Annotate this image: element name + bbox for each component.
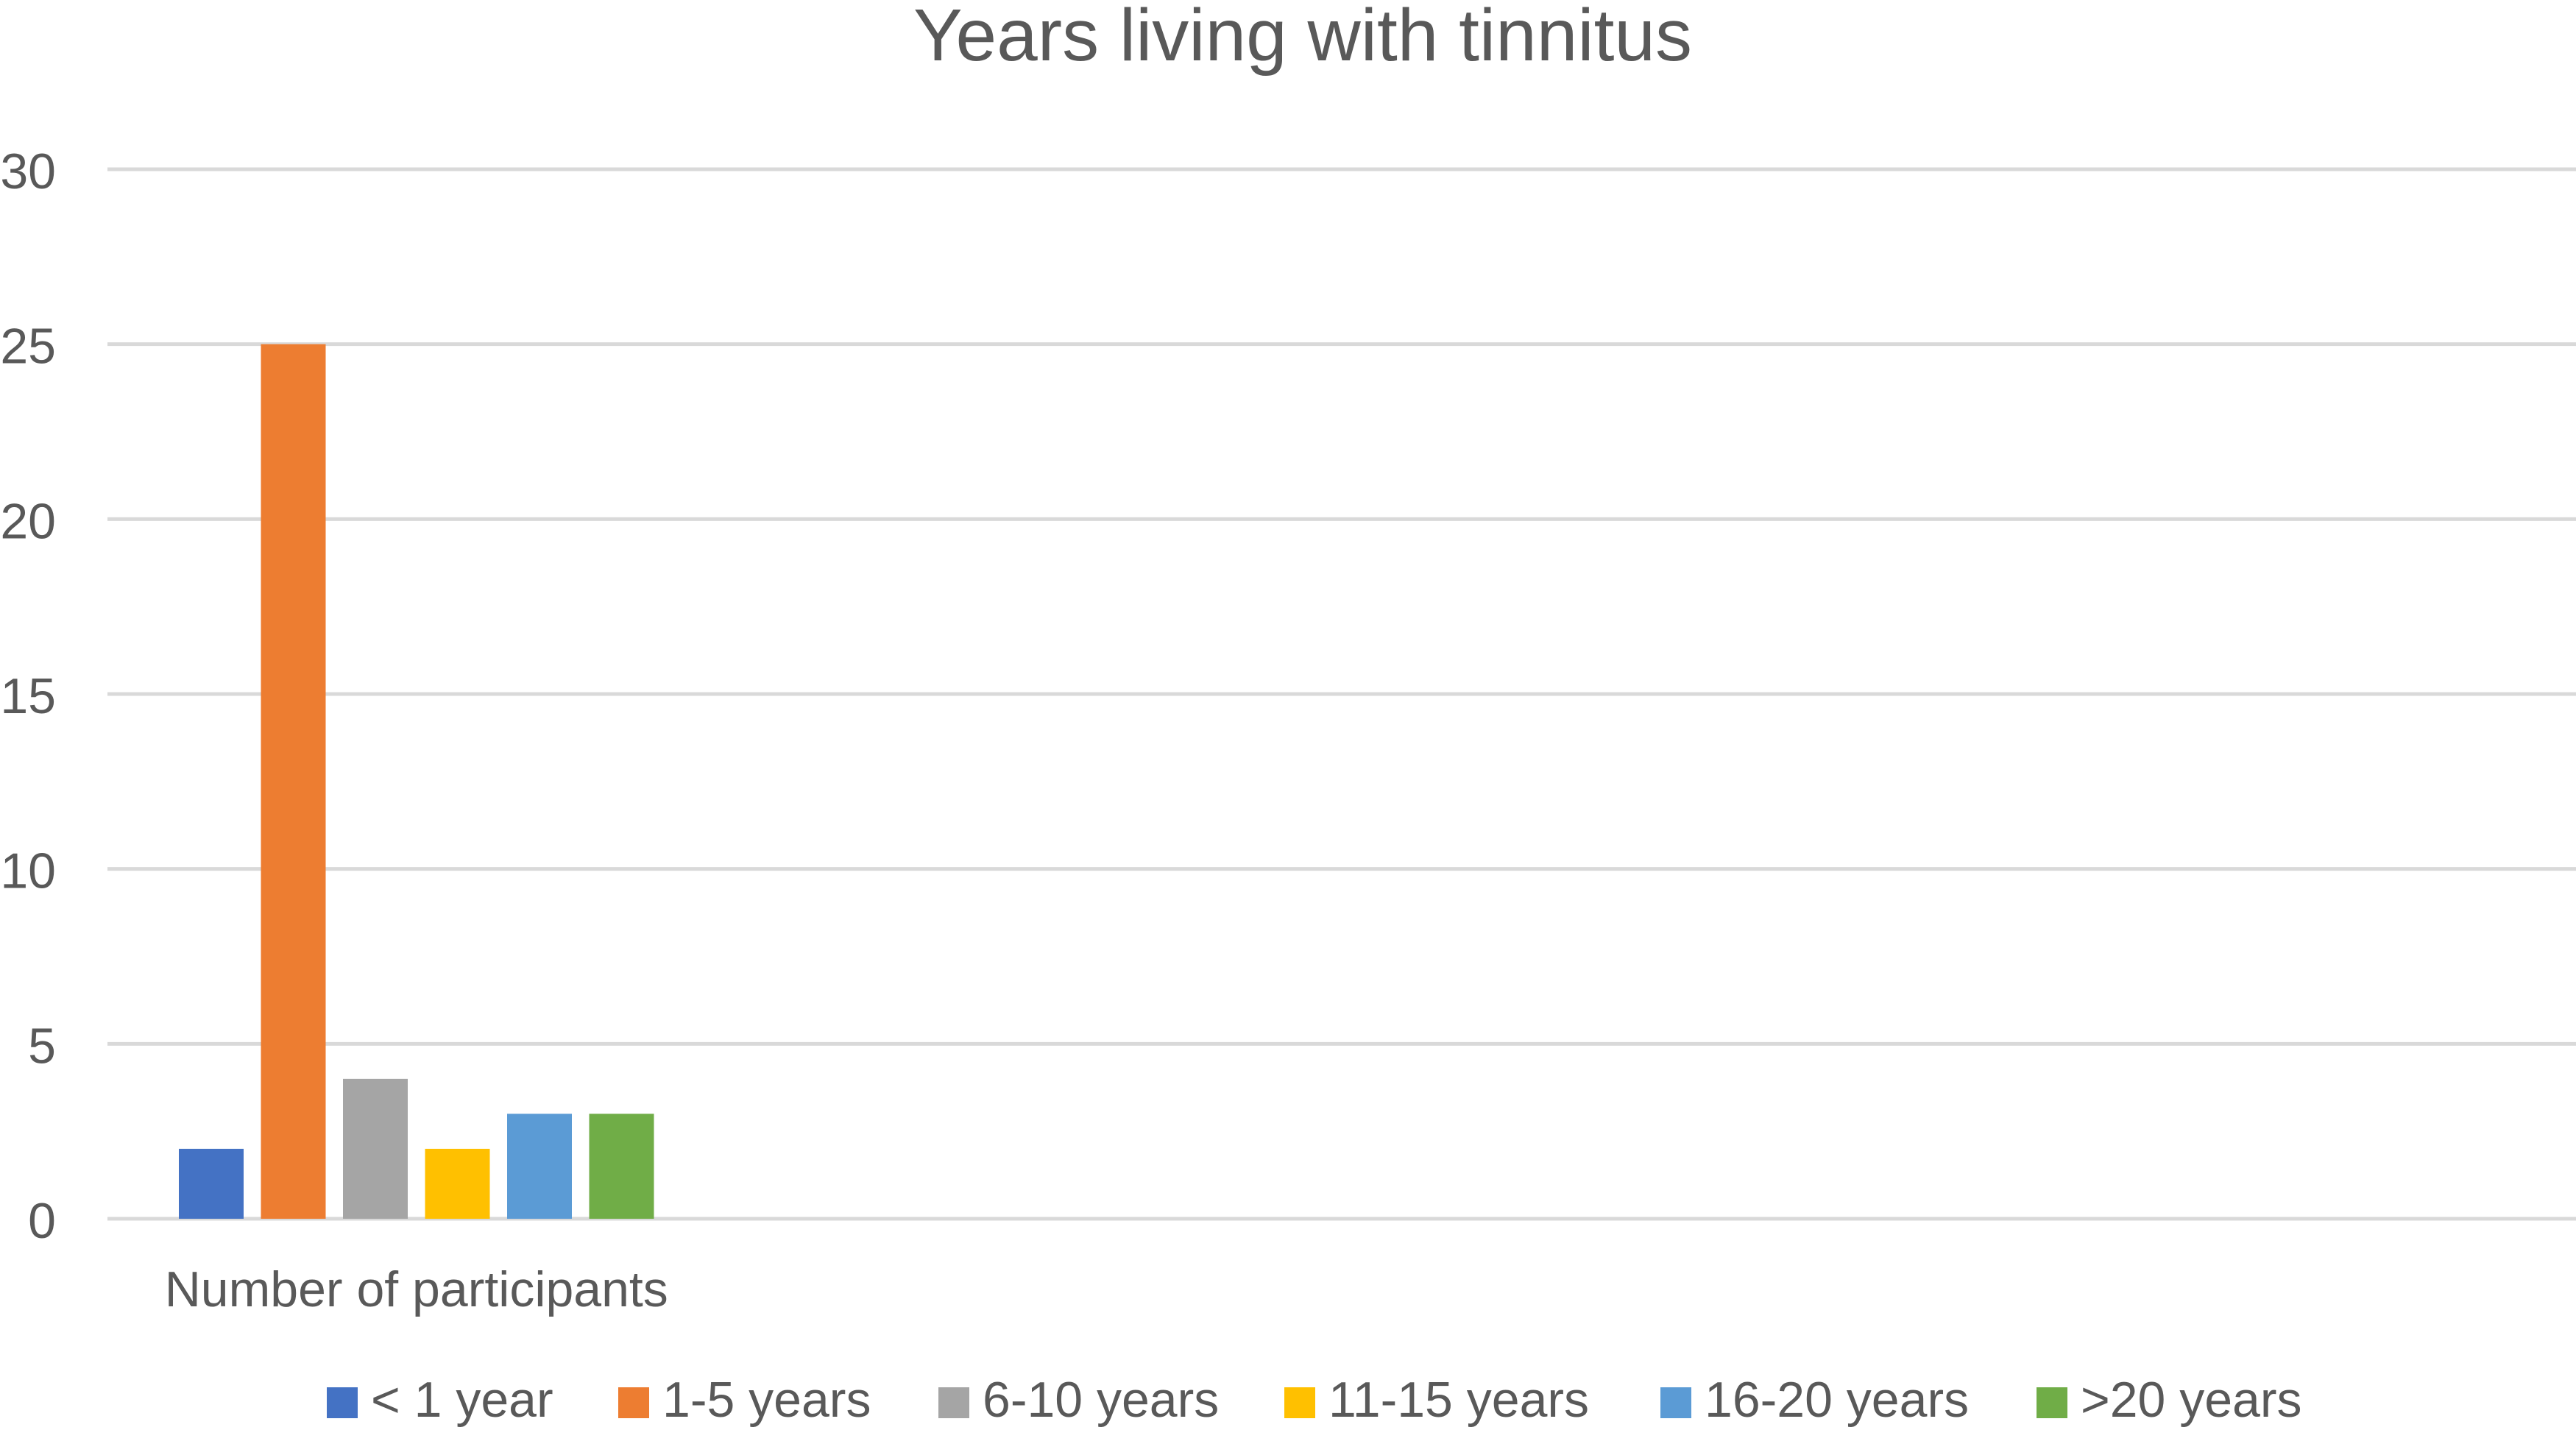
bar-16-20-years <box>507 1114 572 1219</box>
legend: < 1 year 1-5 years 6-10 years 11-15 years 16… <box>327 1372 2302 1428</box>
legend-label: 1-5 years <box>662 1372 871 1428</box>
legend-swatch <box>2037 1387 2067 1418</box>
y-axis-tick-labels: 0 5 10 15 20 25 30 <box>0 144 56 1249</box>
y-tick-label: 10 <box>0 843 56 899</box>
legend-label: 16-20 years <box>1705 1372 1969 1428</box>
bars <box>179 344 654 1219</box>
bar-6-10-years <box>343 1078 408 1219</box>
y-tick-label: 5 <box>28 1018 56 1074</box>
legend-swatch <box>327 1387 358 1418</box>
legend-label: >20 years <box>2081 1372 2302 1428</box>
y-tick-label: 15 <box>0 668 56 724</box>
x-category-label: Number of participants <box>165 1261 668 1317</box>
legend-label: 6-10 years <box>983 1372 1219 1428</box>
legend-swatch <box>1660 1387 1691 1418</box>
y-tick-label: 0 <box>28 1193 56 1249</box>
y-tick-label: 25 <box>0 319 56 375</box>
bar-1-5-years <box>261 344 326 1219</box>
bar-1-year <box>179 1148 244 1219</box>
y-tick-label: 20 <box>0 493 56 549</box>
chart-title: Years living with tinnitus <box>913 0 1692 77</box>
legend-swatch <box>1284 1387 1315 1418</box>
bar-11-15-years <box>425 1148 490 1219</box>
legend-label: 11-15 years <box>1328 1372 1589 1428</box>
y-tick-label: 30 <box>0 144 56 199</box>
bar-20-years <box>589 1114 654 1219</box>
legend-label: < 1 year <box>371 1372 553 1428</box>
legend-swatch <box>618 1387 649 1418</box>
x-axis-category-labels: Number of participants <box>165 1261 668 1317</box>
gridlines <box>107 167 2576 1221</box>
legend-swatch <box>938 1387 969 1418</box>
